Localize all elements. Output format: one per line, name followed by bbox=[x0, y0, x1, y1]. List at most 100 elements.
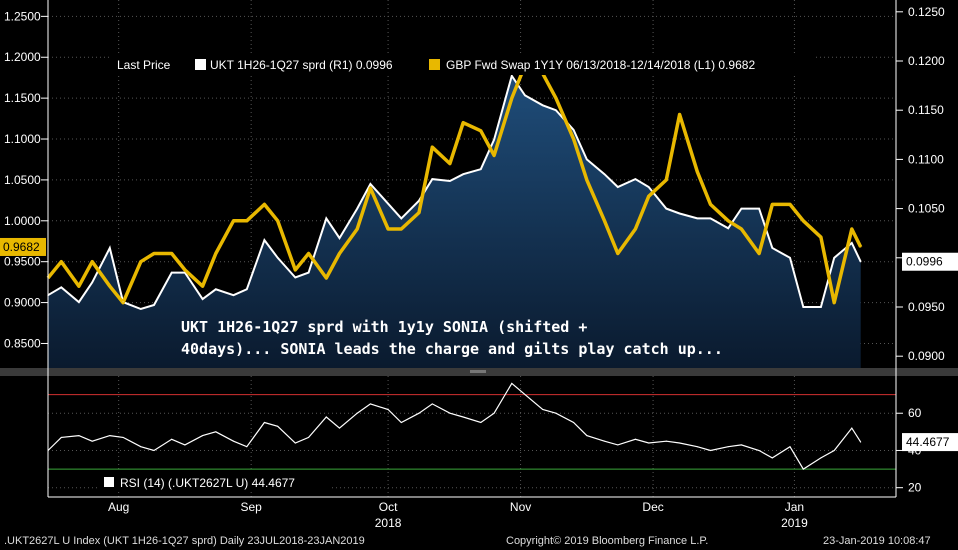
ukt-point bbox=[449, 180, 451, 182]
rsi-point bbox=[634, 438, 636, 440]
swap-point bbox=[140, 261, 142, 263]
rsi-point bbox=[153, 449, 155, 451]
swap-point bbox=[586, 179, 588, 181]
right-axis-tick-label: 0.1150 bbox=[908, 103, 944, 117]
ukt-point bbox=[109, 247, 111, 249]
swap-point bbox=[617, 252, 619, 255]
ukt-point bbox=[400, 217, 402, 220]
rsi-point bbox=[648, 442, 650, 444]
swap-point bbox=[696, 171, 698, 173]
ukt-point bbox=[696, 217, 698, 220]
ukt-point bbox=[727, 227, 729, 229]
rsi-point bbox=[122, 436, 124, 438]
ukt-point bbox=[709, 217, 712, 220]
ukt-point bbox=[648, 186, 650, 188]
ukt-point bbox=[555, 109, 557, 111]
annotation-line-2: 40days)... SONIA leads the charge and gi… bbox=[181, 340, 723, 358]
swap-point bbox=[449, 162, 451, 165]
annotation-text: UKT 1H26-1Q27 sprd with 1y1y SONIA (shif… bbox=[181, 318, 723, 358]
left-axis-tick-label: 1.0000 bbox=[4, 214, 41, 228]
rsi-point bbox=[573, 422, 575, 424]
ukt-point bbox=[184, 271, 186, 274]
swap-point bbox=[356, 228, 358, 230]
rsi-point bbox=[617, 444, 619, 446]
rsi-point bbox=[184, 444, 186, 446]
rsi-point bbox=[449, 412, 451, 414]
left-last-value: 0.9682 bbox=[3, 240, 40, 254]
right-axis-tick-label: 0.0900 bbox=[908, 349, 945, 363]
rsi-point bbox=[140, 446, 142, 448]
left-axis-tick-label: 1.2500 bbox=[4, 9, 41, 23]
rsi-point bbox=[771, 457, 773, 459]
ukt-point bbox=[60, 286, 62, 288]
rsi-point bbox=[369, 403, 371, 405]
rsi-point bbox=[418, 412, 420, 414]
ukt-point bbox=[860, 261, 862, 263]
swap-point bbox=[201, 285, 204, 287]
right-last-badge bbox=[902, 252, 958, 271]
swap-point bbox=[91, 261, 93, 263]
rsi-last-value: 44.4677 bbox=[906, 435, 950, 449]
rsi-point bbox=[308, 436, 310, 438]
swap-point bbox=[740, 228, 743, 230]
rsi-line bbox=[47, 382, 862, 470]
rsi-point bbox=[78, 435, 80, 437]
swap-point bbox=[758, 252, 760, 255]
left-axis-tick-label: 1.0500 bbox=[4, 173, 41, 187]
annotation-line-1: UKT 1H26-1Q27 sprd with 1y1y SONIA (shif… bbox=[181, 318, 587, 336]
ukt-point bbox=[634, 178, 637, 180]
left-axis-tick-label: 1.1000 bbox=[4, 132, 41, 146]
ukt-point bbox=[493, 139, 495, 141]
swap-point bbox=[511, 97, 513, 99]
ukt-point bbox=[789, 257, 791, 259]
rsi-gridlines bbox=[48, 376, 896, 497]
left-axis-tick-label: 0.9000 bbox=[4, 296, 41, 310]
swap-point bbox=[387, 228, 389, 230]
ukt-point bbox=[678, 212, 681, 215]
rsi-point bbox=[431, 403, 433, 405]
swap-point bbox=[771, 203, 773, 206]
ukt-point bbox=[78, 301, 80, 303]
swap-point bbox=[634, 228, 637, 230]
gbp-swap-line bbox=[46, 63, 863, 305]
swap-point bbox=[709, 203, 712, 206]
panel-grip bbox=[470, 370, 486, 373]
rsi-legend: RSI (14) (.UKT2627L U) 44.4677 bbox=[98, 472, 330, 492]
month-label: Oct bbox=[379, 500, 398, 514]
rsi-point bbox=[294, 442, 296, 444]
rsi-point bbox=[710, 449, 711, 451]
right-axis-tick-label: 0.1250 bbox=[908, 5, 945, 19]
ukt-point bbox=[153, 304, 155, 306]
swap-point bbox=[431, 146, 433, 148]
right-last-value: 0.0996 bbox=[906, 255, 943, 269]
swap-point bbox=[215, 252, 217, 255]
swap-point bbox=[400, 228, 402, 230]
rsi-point bbox=[696, 446, 698, 448]
left-last-badge bbox=[0, 237, 46, 256]
rsi-point bbox=[789, 446, 791, 448]
rsi-point bbox=[400, 422, 402, 424]
ukt-spread-line bbox=[47, 73, 862, 311]
swap-point bbox=[789, 203, 791, 206]
legend-swatch-ukt bbox=[195, 59, 206, 70]
ukt-point bbox=[542, 104, 544, 106]
rsi-last-badge bbox=[902, 433, 958, 452]
rsi-point bbox=[325, 416, 327, 418]
swap-point bbox=[555, 97, 557, 99]
rsi-point bbox=[758, 449, 760, 451]
ukt-point bbox=[462, 173, 464, 175]
ukt-point bbox=[356, 207, 358, 210]
ukt-point bbox=[665, 207, 667, 210]
rsi-point bbox=[740, 444, 742, 446]
ukt-point bbox=[277, 257, 279, 259]
swap-point bbox=[678, 113, 681, 116]
swap-point bbox=[418, 212, 420, 214]
ukt-point bbox=[91, 281, 93, 283]
rsi-point bbox=[109, 435, 111, 437]
footer-copyright: Copyright© 2019 Bloomberg Finance L.P. bbox=[506, 535, 709, 547]
rsi-legend-swatch bbox=[104, 477, 114, 487]
legend-last-price: Last Price bbox=[117, 58, 171, 72]
ukt-point bbox=[833, 257, 835, 259]
ukt-point bbox=[307, 271, 310, 274]
ukt-point bbox=[851, 242, 853, 244]
